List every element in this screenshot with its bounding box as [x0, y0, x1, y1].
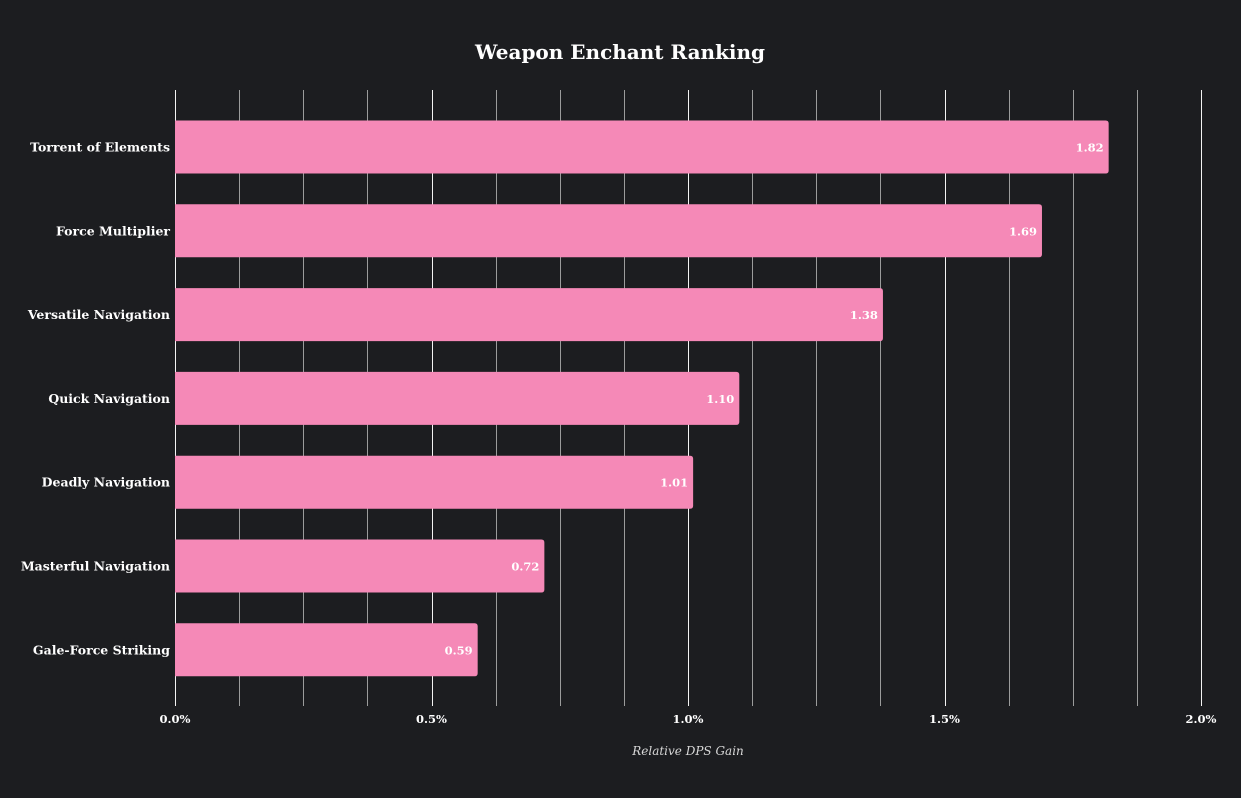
bar: [175, 204, 1042, 258]
bar: [175, 371, 740, 425]
x-axis-title: Relative DPS Gain: [631, 744, 744, 758]
x-axis-ticks: 0.0% 0.5% 1.0% 1.5% 2.0%: [160, 712, 1217, 726]
x-tick-label: 0.0%: [160, 712, 191, 726]
category-labels: Torrent of Elements Force Multiplier Versa…: [21, 140, 171, 658]
category-label: Force Multiplier: [56, 223, 170, 238]
bars: [175, 120, 1109, 677]
bar-value-label: 0.72: [511, 560, 539, 574]
value-labels: 1.82 1.69 1.38 1.10 1.01 0.72 0.59: [445, 141, 1104, 658]
x-tick-label: 1.5%: [929, 712, 960, 726]
x-tick-label: 0.5%: [416, 712, 447, 726]
bar-value-label: 1.01: [660, 476, 688, 490]
category-label: Masterful Navigation: [21, 559, 170, 574]
x-tick-label: 2.0%: [1186, 712, 1217, 726]
category-label: Torrent of Elements: [30, 140, 170, 155]
bar: [175, 120, 1109, 174]
bar-value-label: 1.38: [850, 308, 878, 322]
category-label: Deadly Navigation: [42, 475, 170, 490]
bar-value-label: 1.10: [706, 392, 734, 406]
bar: [175, 623, 478, 677]
bar-value-label: 1.69: [1009, 224, 1037, 238]
category-label: Quick Navigation: [48, 391, 170, 406]
x-tick-label: 1.0%: [673, 712, 704, 726]
bar: [175, 288, 883, 342]
bar: [175, 539, 545, 593]
category-label: Versatile Navigation: [27, 307, 170, 322]
bar: [175, 455, 694, 509]
chart-title: Weapon Enchant Ranking: [474, 40, 765, 64]
bar-value-label: 0.59: [445, 643, 473, 657]
bar-value-label: 1.82: [1076, 141, 1104, 155]
category-label: Gale-Force Striking: [33, 642, 170, 657]
